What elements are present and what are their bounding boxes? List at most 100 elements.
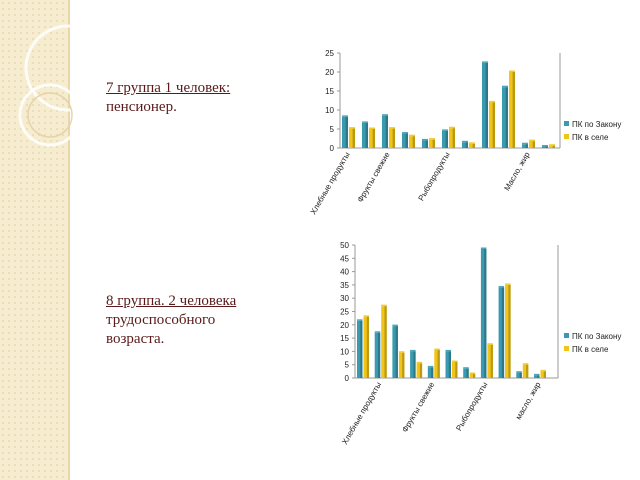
bar-top <box>505 283 511 285</box>
bar <box>410 351 416 378</box>
bar-top <box>402 132 408 134</box>
bar-shade <box>365 122 368 148</box>
legend-label: ПК по Закону <box>572 332 621 341</box>
y-tick-label: 20 <box>340 321 349 330</box>
bar-top <box>362 121 368 123</box>
bar-shade <box>452 128 455 148</box>
bar-top <box>389 127 395 129</box>
bar-shade <box>466 368 469 378</box>
bar-shade <box>402 352 405 378</box>
bar <box>509 72 515 148</box>
bar-shade <box>472 143 475 148</box>
bar-top <box>529 139 535 142</box>
bar-shade <box>395 326 398 378</box>
bar <box>462 142 468 148</box>
bar-shade <box>413 351 416 378</box>
bar-top <box>349 127 355 129</box>
y-tick-label: 10 <box>325 106 334 115</box>
bar <box>427 367 434 378</box>
bar <box>449 128 455 148</box>
bar-shade <box>525 144 528 148</box>
bar-top <box>342 115 348 117</box>
bar-shade <box>519 372 522 378</box>
bar <box>369 129 375 148</box>
bar <box>480 248 487 378</box>
bar-shade <box>512 72 515 148</box>
bar-shade <box>484 248 487 378</box>
y-tick-label: 40 <box>340 268 349 277</box>
caption-line: пенсионер. <box>106 99 177 115</box>
bar-shade <box>543 371 546 378</box>
y-tick-label: 5 <box>330 125 335 134</box>
y-tick-label: 5 <box>345 361 350 370</box>
bar-shade <box>490 344 493 378</box>
bar <box>502 87 508 148</box>
bar-shade <box>552 145 555 148</box>
bar-shade <box>412 136 415 148</box>
group-7-caption: 7 группа 1 человек: пенсионер. <box>106 79 230 117</box>
bar-top <box>522 363 529 365</box>
bar-shade <box>405 133 408 148</box>
bar-top <box>502 85 508 88</box>
bar-top <box>429 138 435 140</box>
bar-top <box>534 373 540 376</box>
bar <box>469 374 476 378</box>
bar <box>342 116 348 148</box>
bar-shade <box>384 306 387 378</box>
bar <box>542 146 548 148</box>
bar-shade <box>360 320 363 378</box>
bar-shade <box>425 140 428 148</box>
bar-shade <box>419 363 423 378</box>
legend-swatch <box>564 121 569 126</box>
x-tick-label: Фрукты свежие <box>400 380 436 434</box>
bar-top <box>522 142 528 145</box>
bar-shade <box>392 128 395 148</box>
bar <box>463 368 469 378</box>
bar-shade <box>532 141 535 148</box>
bar-top <box>442 129 448 131</box>
y-tick-label: 15 <box>340 334 349 343</box>
bar <box>522 364 529 378</box>
x-tick-label: масло, жир <box>514 380 543 421</box>
bar-shade <box>448 351 451 378</box>
bar-shade <box>508 284 511 378</box>
bar-top <box>480 247 487 249</box>
legend-swatch <box>564 134 569 139</box>
bar-top <box>463 367 469 369</box>
group-8-caption: 8 группа. 2 человека трудоспособного воз… <box>106 292 236 349</box>
bar-top <box>489 100 495 103</box>
bar <box>534 375 540 378</box>
legend-label: ПК по Закону <box>572 120 621 129</box>
bar <box>516 372 522 378</box>
bar-shade <box>437 350 440 378</box>
bar <box>382 115 388 148</box>
bar-shade <box>366 316 369 378</box>
bar <box>505 284 511 378</box>
bar-top <box>369 127 375 129</box>
bar <box>498 287 505 378</box>
legend-label: ПК в селе <box>572 133 609 142</box>
bar-shade <box>431 367 434 378</box>
bar <box>398 352 405 378</box>
caption-line: 7 группа 1 человек: <box>106 80 231 96</box>
bar-shade <box>378 332 381 378</box>
x-tick-label: Рыбопродукты <box>454 380 489 432</box>
y-tick-label: 30 <box>340 294 349 303</box>
decorative-sidebar <box>0 0 70 480</box>
y-tick-label: 50 <box>340 241 349 250</box>
bar <box>374 332 381 378</box>
bar-top <box>509 70 515 72</box>
y-tick-label: 15 <box>325 87 334 96</box>
bar-shade <box>485 62 488 148</box>
bar-shade <box>345 116 348 148</box>
bar <box>429 139 435 148</box>
bar-shade <box>455 362 458 378</box>
bar-shade <box>505 87 508 148</box>
bar-shade <box>537 375 540 378</box>
bar-shade <box>465 142 468 148</box>
bar <box>362 122 368 148</box>
bar-shade <box>385 115 388 148</box>
bar-top <box>516 371 522 373</box>
bar-top <box>422 138 428 141</box>
